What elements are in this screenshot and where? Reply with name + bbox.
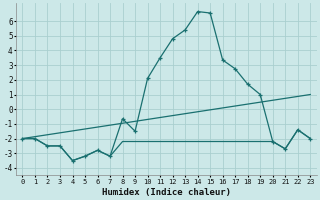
X-axis label: Humidex (Indice chaleur): Humidex (Indice chaleur) bbox=[102, 188, 231, 197]
